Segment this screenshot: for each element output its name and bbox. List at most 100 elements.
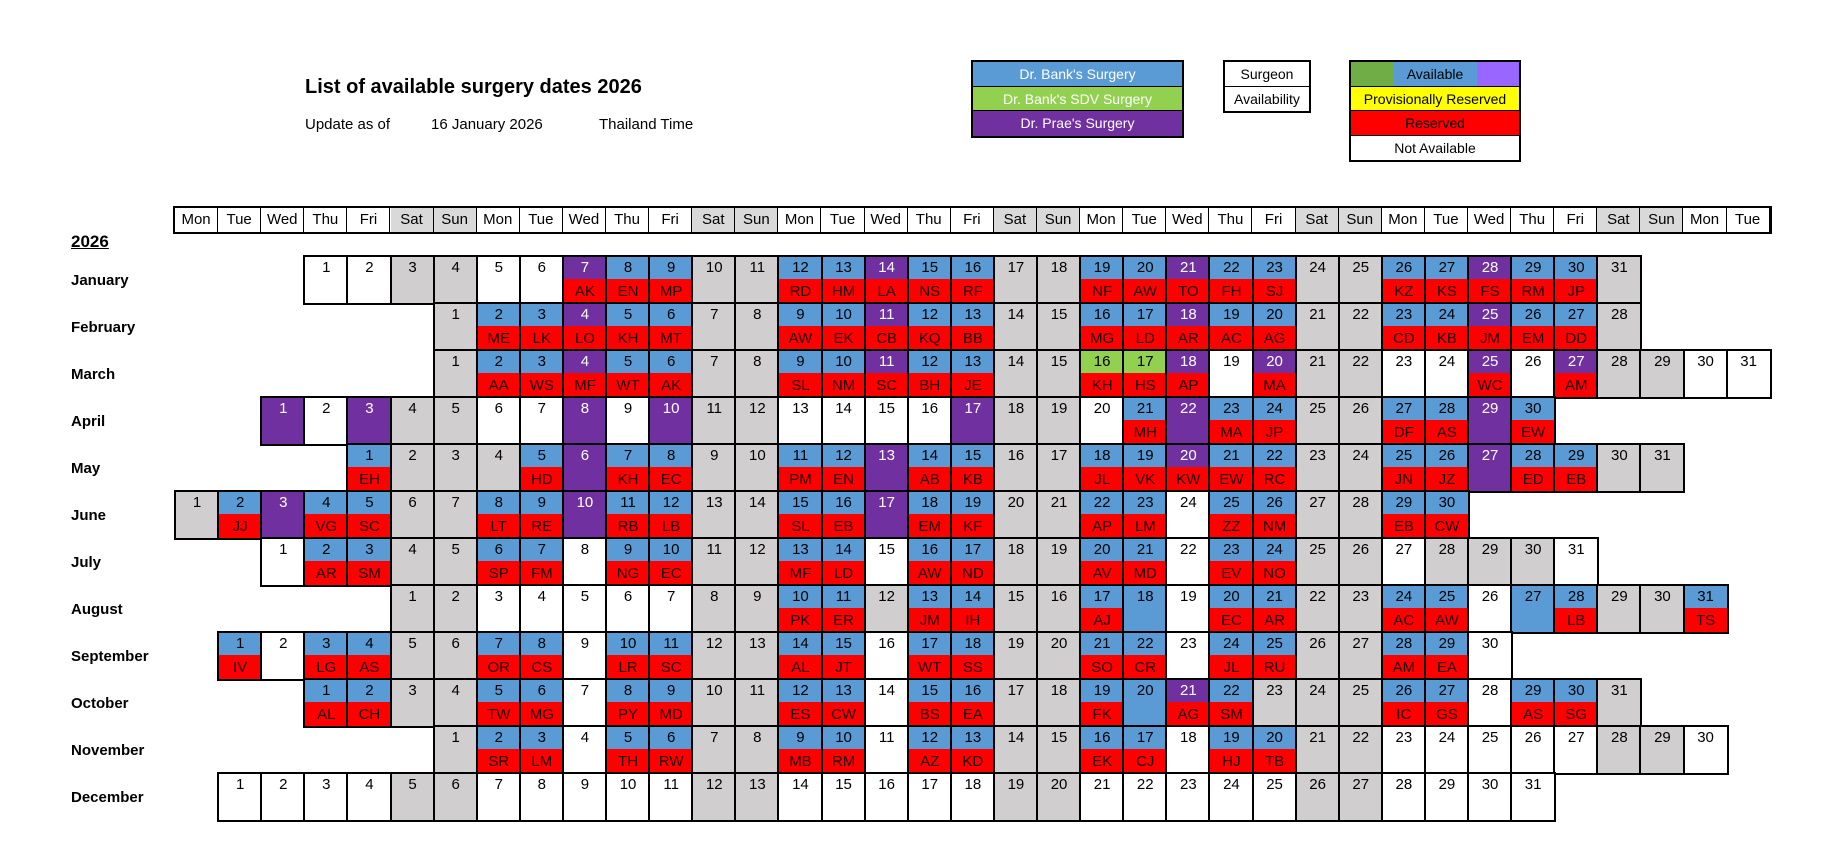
day-cell[interactable]: 30 (1510, 537, 1557, 587)
day-cell[interactable]: 19 FK (1079, 678, 1126, 728)
day-cell[interactable]: 9 MB (777, 725, 824, 775)
day-cell[interactable]: 18 (1035, 678, 1083, 728)
day-cell[interactable]: 3 (432, 443, 479, 493)
day-cell[interactable]: 29 (1466, 537, 1514, 587)
day-cell[interactable]: 28 (1596, 725, 1643, 775)
day-cell[interactable]: 1 IV (217, 631, 264, 681)
day-cell[interactable]: 24 (1337, 443, 1384, 493)
day-cell[interactable]: 23 SJ (1251, 255, 1298, 305)
day-cell[interactable]: 28 (1596, 349, 1643, 399)
day-cell[interactable]: 21 (1035, 490, 1083, 540)
day-cell[interactable]: 11 SC (648, 631, 695, 681)
day-cell[interactable]: 19 HJ (1208, 725, 1255, 775)
day-cell[interactable]: 3 (389, 255, 436, 305)
day-cell[interactable]: 26 (1337, 396, 1384, 446)
day-cell[interactable]: 20 TB (1251, 725, 1298, 775)
day-cell[interactable]: 11 SC (863, 349, 910, 399)
day-cell[interactable]: 13 HM (820, 255, 867, 305)
day-cell[interactable]: 19 (1208, 349, 1255, 399)
day-cell[interactable]: 14 (992, 349, 1039, 399)
day-cell[interactable]: 7 AK (561, 255, 608, 305)
day-cell[interactable]: 23 (1294, 443, 1341, 493)
day-cell[interactable]: 3 (475, 584, 522, 634)
day-cell[interactable]: 6 (432, 631, 479, 681)
day-cell[interactable]: 19 (992, 772, 1039, 822)
day-cell[interactable]: 8 EC (648, 443, 695, 493)
day-cell[interactable]: 18 (992, 396, 1039, 446)
day-cell[interactable]: 27 DD (1553, 302, 1600, 352)
day-cell[interactable]: 12 RD (777, 255, 824, 305)
day-cell[interactable]: 2 ME (475, 302, 522, 352)
day-cell[interactable]: 15 JT (820, 631, 867, 681)
day-cell[interactable]: 3 (346, 396, 393, 446)
day-cell[interactable]: 22 RC (1251, 443, 1298, 493)
day-cell[interactable]: 11 (734, 678, 781, 728)
day-cell[interactable]: 27 (1380, 537, 1427, 587)
day-cell[interactable]: 6 MT (648, 302, 695, 352)
day-cell[interactable]: 27 (1466, 443, 1514, 493)
day-cell[interactable]: 16 (992, 443, 1039, 493)
day-cell[interactable]: 19 NF (1079, 255, 1126, 305)
day-cell[interactable]: 29 (1466, 396, 1514, 446)
day-cell[interactable]: 1 (217, 772, 264, 822)
day-cell[interactable]: 5 (389, 631, 436, 681)
day-cell[interactable]: 1 (173, 490, 221, 540)
day-cell[interactable]: 7 (648, 584, 695, 634)
day-cell[interactable]: 13 (777, 396, 824, 446)
day-cell[interactable]: 12 AZ (906, 725, 953, 775)
day-cell[interactable]: 27 (1510, 584, 1557, 634)
day-cell[interactable]: 1 (303, 255, 350, 305)
day-cell[interactable]: 26 EM (1510, 302, 1557, 352)
day-cell[interactable]: 26 (1294, 631, 1341, 681)
day-cell[interactable]: 26 (1294, 772, 1341, 822)
day-cell[interactable]: 24 (1208, 772, 1255, 822)
day-cell[interactable]: 14 AB (906, 443, 953, 493)
day-cell[interactable]: 21 (1294, 349, 1341, 399)
day-cell[interactable]: 31 (1596, 255, 1643, 305)
day-cell[interactable]: 17 LD (1122, 302, 1169, 352)
day-cell[interactable]: 6 AK (648, 349, 695, 399)
day-cell[interactable]: 11 (691, 537, 738, 587)
day-cell[interactable]: 8 LT (475, 490, 522, 540)
day-cell[interactable]: 3 SM (346, 537, 393, 587)
day-cell[interactable]: 18 (992, 537, 1039, 587)
day-cell[interactable]: 24 (1423, 725, 1470, 775)
day-cell[interactable]: 11 CB (863, 302, 910, 352)
day-cell[interactable]: 28 ED (1510, 443, 1557, 493)
day-cell[interactable]: 5 (432, 396, 479, 446)
day-cell[interactable]: 14 LA (863, 255, 910, 305)
day-cell[interactable]: 4 VG (303, 490, 350, 540)
day-cell[interactable]: 28 (1423, 537, 1470, 587)
day-cell[interactable]: 16 EA (949, 678, 996, 728)
day-cell[interactable]: 4 LO (561, 302, 608, 352)
day-cell[interactable]: 8 (734, 725, 781, 775)
day-cell[interactable]: 19 AC (1208, 302, 1255, 352)
day-cell[interactable]: 3 LG (303, 631, 350, 681)
day-cell[interactable]: 21 (1294, 725, 1341, 775)
day-cell[interactable]: 22 (1294, 584, 1341, 634)
day-cell[interactable]: 26 (1337, 537, 1384, 587)
day-cell[interactable]: 28 (1337, 490, 1384, 540)
day-cell[interactable]: 15 (863, 537, 910, 587)
day-cell[interactable]: 16 (863, 772, 910, 822)
day-cell[interactable]: 16 MG (1079, 302, 1126, 352)
day-cell[interactable]: 24 (1165, 490, 1212, 540)
day-cell[interactable]: 9 (691, 443, 738, 493)
day-cell[interactable]: 16 RF (949, 255, 996, 305)
day-cell[interactable]: 21 MH (1122, 396, 1169, 446)
day-cell[interactable]: 12 EN (820, 443, 867, 493)
day-cell[interactable]: 26 IC (1380, 678, 1427, 728)
day-cell[interactable]: 27 DF (1380, 396, 1427, 446)
day-cell[interactable]: 25 WC (1466, 349, 1514, 399)
day-cell[interactable]: 3 LK (518, 302, 565, 352)
day-cell[interactable]: 17 WT (906, 631, 953, 681)
day-cell[interactable]: 30 EW (1510, 396, 1557, 446)
day-cell[interactable]: 15 KB (949, 443, 996, 493)
day-cell[interactable]: 24 JL (1208, 631, 1255, 681)
day-cell[interactable]: 16 (906, 396, 953, 446)
day-cell[interactable]: 20 AW (1122, 255, 1169, 305)
day-cell[interactable]: 7 KH (604, 443, 652, 493)
day-cell[interactable]: 14 LD (820, 537, 867, 587)
day-cell[interactable]: 18 AP (1165, 349, 1212, 399)
day-cell[interactable]: 10 (648, 396, 695, 446)
